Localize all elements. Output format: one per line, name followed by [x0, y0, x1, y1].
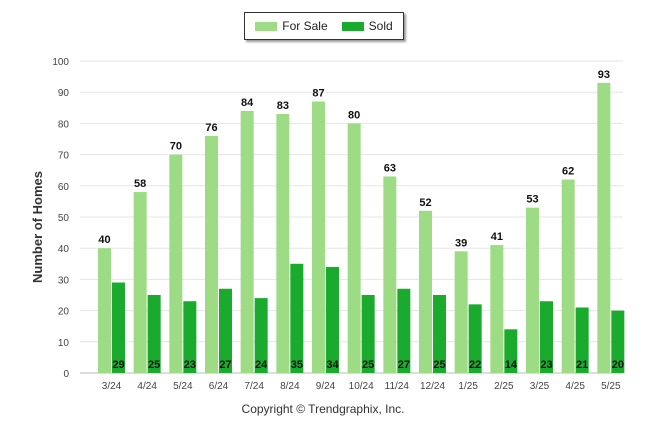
data-label-for-sale-6/24: 76 [205, 122, 217, 134]
bar-sold-5/25 [611, 310, 625, 373]
bar-for-sale-8/24 [276, 114, 290, 373]
x-tick-label-2/25: 2/25 [494, 381, 514, 392]
data-label-sold-3/25: 23 [540, 359, 552, 371]
data-label-for-sale-4/24: 58 [134, 178, 146, 190]
bar-for-sale-7/24 [240, 110, 254, 374]
bar-sold-9/24 [326, 266, 339, 373]
bar-sold-2/25 [504, 329, 518, 373]
bar-for-sale-5/25 [597, 82, 611, 373]
data-label-sold-12/24: 25 [433, 359, 445, 371]
data-label-for-sale-2/25: 41 [491, 231, 503, 243]
y-tick-label-60: 60 [58, 182, 70, 193]
data-label-sold-5/24: 23 [184, 359, 196, 371]
bar-sold-8/24 [290, 263, 304, 373]
data-label-for-sale-3/25: 53 [526, 194, 538, 206]
data-label-sold-8/24: 35 [291, 359, 303, 371]
data-label-sold-6/24: 27 [219, 359, 231, 371]
bar-sold-3/24 [112, 282, 125, 373]
data-label-sold-10/24: 25 [362, 359, 374, 371]
data-label-sold-5/25: 20 [612, 359, 624, 371]
legend: For Sale Sold [244, 12, 404, 40]
data-label-sold-4/25: 21 [576, 359, 588, 371]
y-tick-label-80: 80 [58, 119, 70, 130]
y-axis-label: Number of Homes [30, 171, 45, 283]
y-tick-label-100: 100 [52, 57, 69, 68]
legend-label-sold: Sold [368, 19, 393, 33]
legend-item-sold: Sold [341, 19, 393, 33]
y-tick-label-0: 0 [63, 369, 69, 380]
legend-item-for-sale: For Sale [255, 19, 328, 33]
bar-for-sale-4/24 [133, 192, 147, 373]
data-label-for-sale-7/24: 84 [241, 97, 254, 109]
bar-for-sale-6/24 [205, 135, 218, 373]
bar-sold-10/24 [361, 295, 375, 373]
x-tick-label-8/24: 8/24 [280, 381, 300, 392]
bar-sold-11/24 [397, 288, 411, 373]
data-label-sold-2/25: 14 [505, 359, 518, 371]
x-tick-label-3/24: 3/24 [102, 381, 122, 392]
bar-sold-12/24 [433, 295, 446, 373]
data-label-for-sale-12/24: 52 [419, 197, 431, 209]
x-tick-label-5/24: 5/24 [173, 381, 193, 392]
x-tick-label-9/24: 9/24 [316, 381, 336, 392]
y-tick-label-90: 90 [58, 88, 70, 99]
bar-for-sale-4/25 [561, 179, 575, 373]
data-label-sold-1/25: 22 [469, 359, 481, 371]
x-tick-label-3/25: 3/25 [530, 381, 550, 392]
bar-for-sale-11/24 [383, 176, 397, 373]
data-label-sold-11/24: 27 [398, 359, 410, 371]
x-tick-label-12/24: 12/24 [420, 381, 445, 392]
bar-for-sale-12/24 [419, 210, 432, 373]
x-tick-label-11/24: 11/24 [385, 381, 410, 392]
x-tick-label-10/24: 10/24 [349, 381, 374, 392]
data-label-for-sale-3/24: 40 [98, 234, 110, 246]
bar-sold-1/25 [468, 304, 482, 373]
y-tick-label-20: 20 [58, 307, 70, 318]
data-label-for-sale-11/24: 63 [384, 162, 396, 174]
data-label-for-sale-8/24: 83 [277, 100, 289, 112]
y-tick-label-30: 30 [58, 275, 70, 286]
x-tick-label-4/24: 4/24 [137, 381, 157, 392]
y-tick-label-50: 50 [58, 213, 70, 224]
bar-for-sale-1/25 [454, 251, 468, 373]
y-tick-label-10: 10 [58, 338, 70, 349]
y-tick-label-40: 40 [58, 244, 70, 255]
data-label-for-sale-9/24: 87 [312, 88, 324, 100]
data-label-for-sale-1/25: 39 [455, 237, 467, 249]
bar-sold-4/25 [575, 307, 589, 373]
bar-for-sale-9/24 [312, 101, 325, 373]
bar-sold-7/24 [254, 298, 268, 373]
bar-for-sale-2/25 [490, 245, 504, 373]
data-label-for-sale-5/25: 93 [598, 69, 610, 81]
x-tick-label-6/24: 6/24 [209, 381, 229, 392]
legend-swatch-for-sale [255, 21, 278, 31]
legend-swatch-sold [341, 21, 364, 31]
data-label-sold-7/24: 24 [255, 359, 268, 371]
bar-for-sale-10/24 [347, 123, 361, 374]
data-label-for-sale-4/25: 62 [562, 166, 574, 178]
bar-for-sale-5/24 [169, 154, 183, 373]
data-label-sold-4/24: 25 [148, 359, 160, 371]
bar-for-sale-3/24 [98, 248, 111, 373]
bar-for-sale-3/25 [526, 207, 539, 373]
bar-sold-4/24 [147, 295, 161, 373]
y-tick-label-70: 70 [58, 151, 70, 162]
x-tick-label-5/25: 5/25 [601, 381, 621, 392]
x-tick-label-4/25: 4/25 [565, 381, 585, 392]
bar-sold-3/25 [540, 301, 553, 373]
data-label-for-sale-10/24: 80 [348, 109, 360, 121]
copyright-text: Copyright © Trendgraphix, Inc. [241, 402, 405, 416]
bar-sold-6/24 [219, 288, 232, 373]
data-label-sold-3/24: 29 [112, 359, 124, 371]
data-label-for-sale-5/24: 70 [170, 141, 182, 153]
x-tick-label-1/25: 1/25 [458, 381, 478, 392]
data-label-sold-9/24: 34 [326, 359, 339, 371]
legend-label-for-sale: For Sale [282, 19, 328, 33]
bar-sold-5/24 [183, 301, 197, 373]
x-tick-label-7/24: 7/24 [244, 381, 264, 392]
